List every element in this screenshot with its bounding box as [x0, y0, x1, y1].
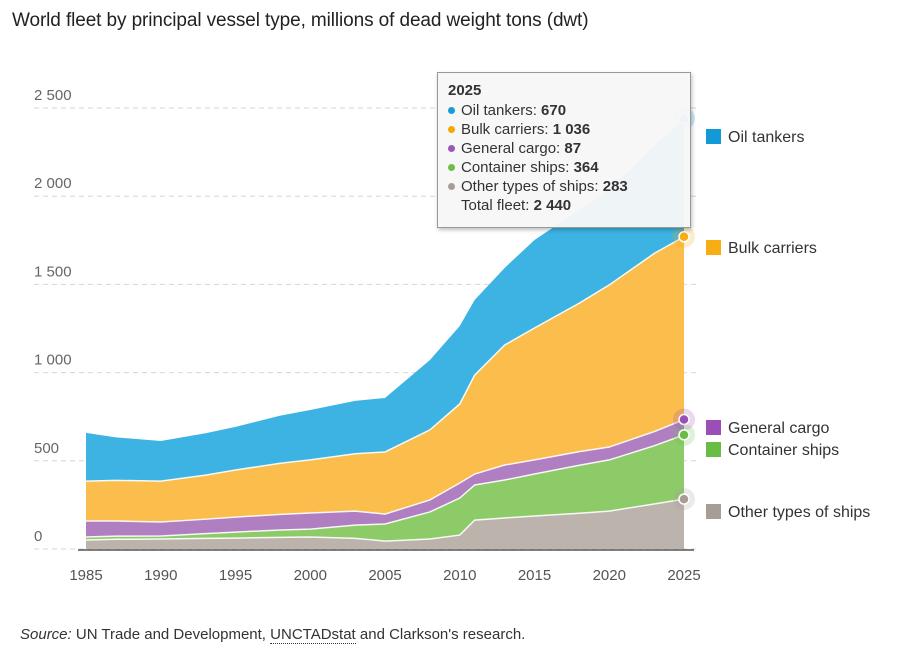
legend-label: Bulk carriers [728, 240, 817, 257]
tooltip-row-label: Bulk carriers: [461, 121, 553, 138]
x-tick-label: 2025 [667, 567, 700, 584]
legend-item[interactable]: Other types of ships [706, 504, 870, 521]
chart-title: World fleet by principal vessel type, mi… [12, 10, 589, 31]
y-tick-label: 2 000 [34, 175, 72, 192]
legend-item[interactable]: General cargo [706, 420, 829, 437]
marker-point[interactable] [678, 493, 690, 505]
tooltip-row-label: General cargo: [461, 140, 565, 157]
tooltip-row: Oil tankers: 670 [448, 101, 680, 120]
y-axis-ticks: 0 500 1 000 1 500 2 000 2 500 [34, 87, 72, 545]
legend-label: Other types of ships [728, 504, 870, 521]
marker-point[interactable] [678, 231, 690, 243]
tooltip-total-label: Total fleet [461, 197, 526, 214]
tooltip: 2025 Oil tankers: 670 Bulk carriers: 1 03… [437, 72, 691, 228]
series-dot-icon [448, 182, 455, 190]
x-tick-label: 1990 [144, 567, 177, 584]
y-tick-label: 1 000 [34, 352, 72, 369]
source-label: Source: [20, 626, 72, 643]
tooltip-row: Bulk carriers: 1 036 [448, 120, 680, 139]
tooltip-row-value: 283 [602, 178, 628, 195]
tooltip-rows: Oil tankers: 670 Bulk carriers: 1 036 Gene… [448, 101, 680, 196]
series-dot-icon [448, 125, 455, 133]
legend-swatch [706, 420, 721, 435]
area-boundary [86, 418, 685, 523]
area-general-cargo[interactable] [86, 419, 684, 538]
y-tick-label: 2 500 [34, 87, 72, 104]
series-dot-icon [448, 144, 455, 152]
marker-point[interactable] [678, 429, 690, 441]
tooltip-row-value: 670 [541, 102, 567, 119]
tooltip-total-value: 2 440 [533, 197, 572, 214]
legend-swatch [706, 442, 721, 457]
tooltip-row-value: 364 [573, 159, 599, 176]
marker-point[interactable] [678, 413, 690, 426]
area-series [85, 118, 685, 549]
x-tick-label: 2010 [443, 567, 476, 584]
y-tick-label: 0 [34, 528, 42, 545]
x-axis-ticks: 1985 1990 1995 2000 2005 2010 2015 2020 2025 [69, 567, 700, 584]
x-tick-label: 1985 [69, 567, 102, 584]
area-oil-tankers[interactable] [86, 118, 684, 482]
x-tick-label: 2000 [294, 567, 327, 584]
area-bulk-carriers[interactable] [86, 236, 684, 523]
x-tick-label: 2005 [368, 567, 401, 584]
legend-swatch [706, 129, 721, 144]
legend-swatch [706, 504, 721, 519]
x-tick-label: 1995 [219, 567, 252, 584]
legend-item[interactable]: Container ships [706, 442, 839, 459]
tooltip-row-label: Oil tankers: [461, 102, 542, 119]
unctadstat-link[interactable]: UNCTADstat [270, 626, 356, 644]
y-tick-label: 500 [34, 440, 59, 457]
x-tick-label: 2015 [518, 567, 551, 584]
y-tick-label: 1 500 [34, 263, 72, 280]
tooltip-row: General cargo: 87 [448, 139, 680, 158]
source-text-after: and Clarkson's research. [359, 626, 526, 643]
legend-swatch [706, 240, 721, 255]
area-container-ships[interactable] [86, 434, 684, 542]
series-dot-icon [448, 106, 455, 114]
tooltip-row-label: Other types of ships: [461, 178, 603, 195]
tooltip-row-value: 87 [564, 140, 582, 157]
tooltip-row: Other types of ships: 283 [448, 177, 680, 196]
area-boundary [85, 236, 685, 482]
source-text: UN Trade and Development, [75, 626, 266, 643]
legend-label: Container ships [728, 442, 839, 459]
area-other-types-of-ships[interactable] [86, 499, 684, 549]
legend-label: Oil tankers [728, 129, 804, 146]
area-boundary [85, 434, 685, 538]
legend-item[interactable]: Oil tankers [706, 129, 804, 146]
legend: Oil tankers Bulk carriers General cargo Con… [706, 129, 870, 521]
legend-label: General cargo [728, 420, 829, 437]
tooltip-row-value: 1 036 [552, 121, 591, 138]
x-tick-label: 2020 [593, 567, 626, 584]
series-dot-icon [448, 163, 455, 171]
source-note: Source: UN Trade and Development, UNCTAD… [20, 626, 526, 644]
tooltip-row-label: Container ships: [461, 159, 574, 176]
tooltip-total: Total fleet: 2 440 [461, 197, 572, 214]
tooltip-year: 2025 [448, 82, 482, 99]
area-boundary [85, 498, 685, 542]
tooltip-row: Container ships: 364 [448, 158, 680, 177]
legend-item[interactable]: Bulk carriers [706, 240, 817, 257]
